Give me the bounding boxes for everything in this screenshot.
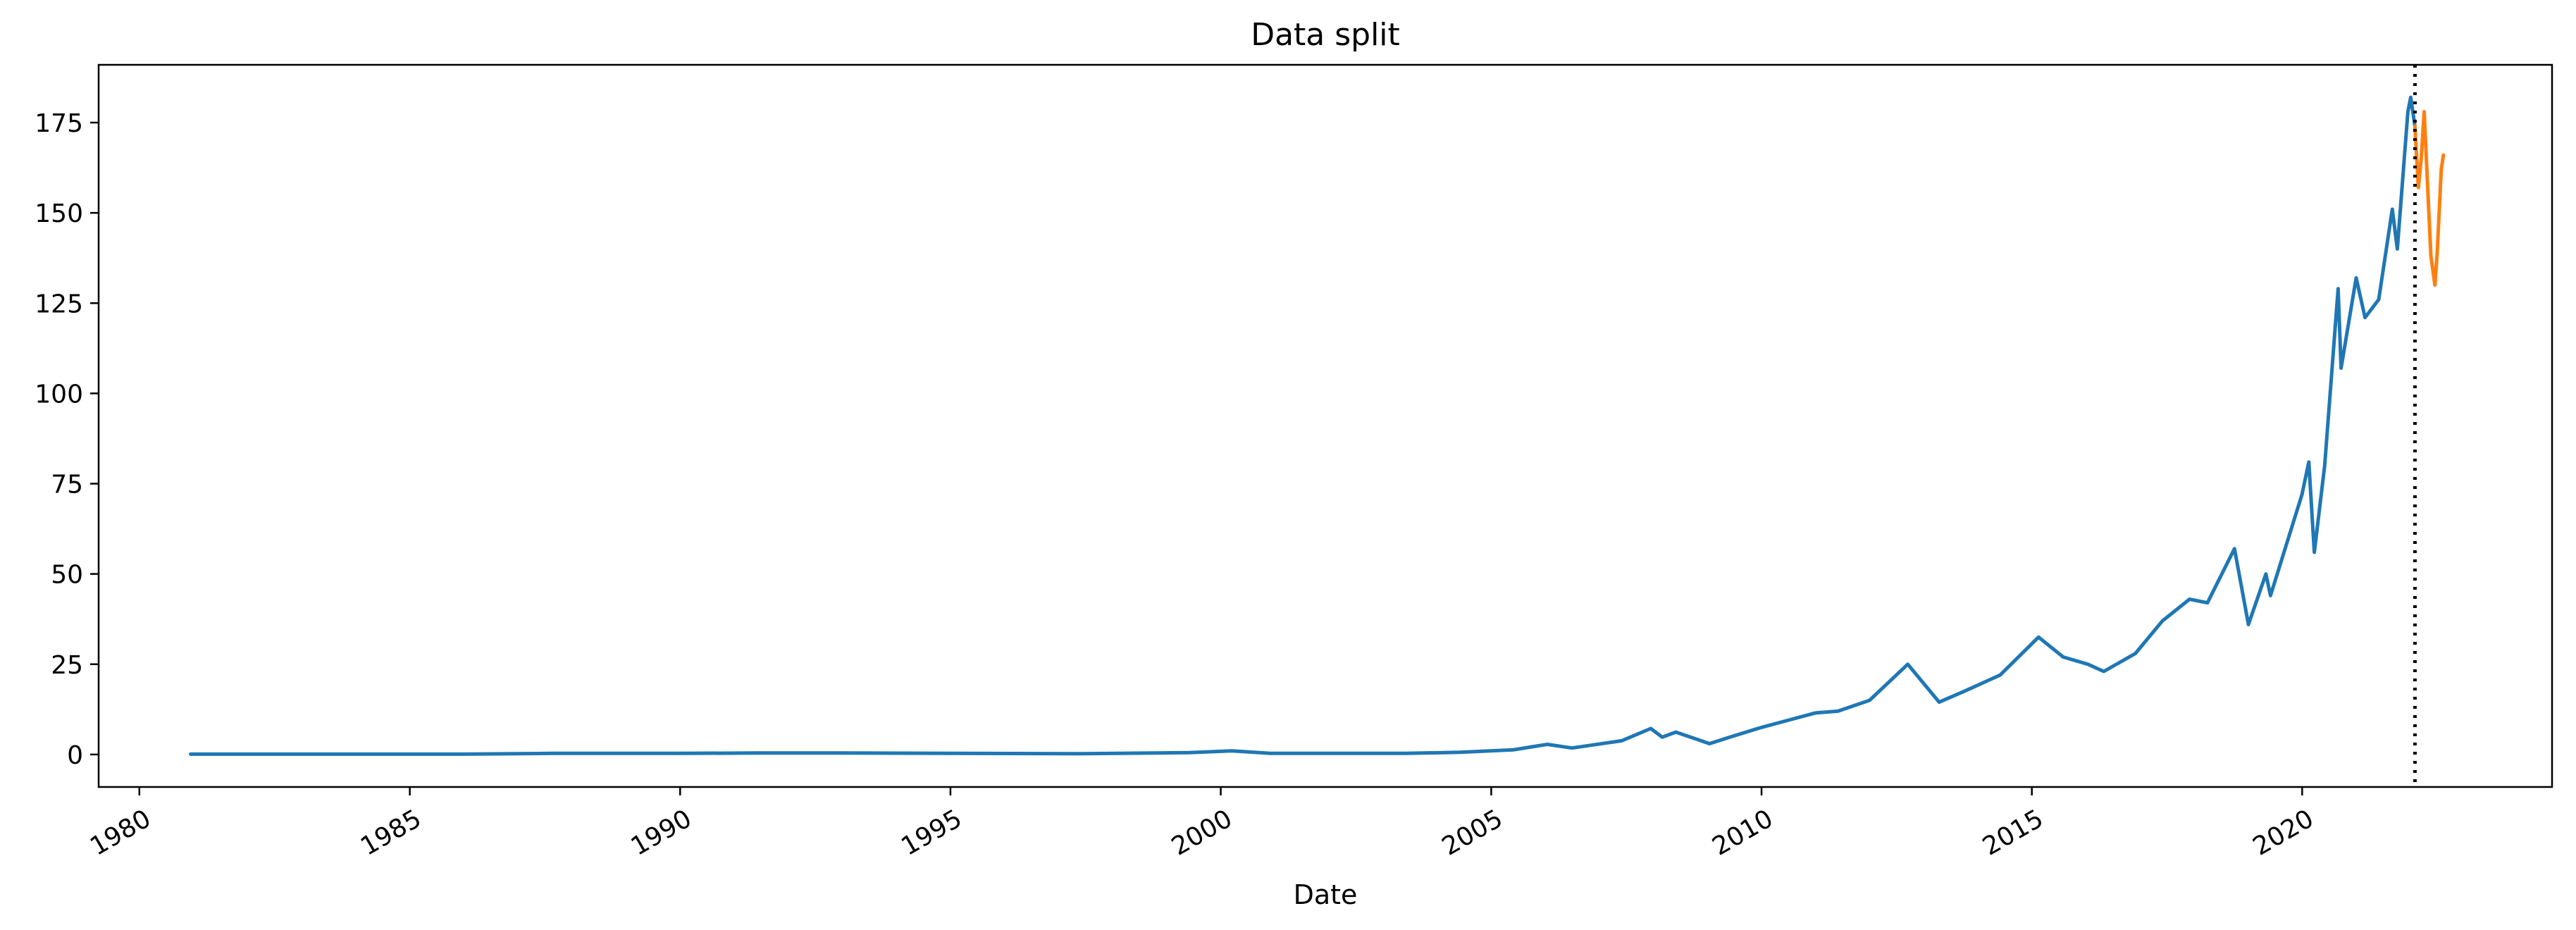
y-tick-label: 150 xyxy=(35,199,83,228)
test-series-line xyxy=(2413,110,2446,287)
axes-frame xyxy=(97,63,2553,788)
chart-title: Data split xyxy=(1251,17,1400,53)
series-layer xyxy=(189,95,2446,756)
y-tick-label: 100 xyxy=(35,380,83,409)
y-tick-label: 175 xyxy=(35,109,83,138)
plot-area xyxy=(97,63,2553,788)
x-axis-label: Date xyxy=(1294,879,1358,910)
y-tick-label: 25 xyxy=(51,651,83,680)
train-series-line xyxy=(189,95,2417,756)
y-axis: 0 25 50 75 100 125 150 175 xyxy=(35,109,99,770)
y-tick-label: 50 xyxy=(51,561,83,590)
y-tick-label: 0 xyxy=(67,741,83,770)
y-tick-label: 75 xyxy=(51,471,83,500)
y-tick-label: 125 xyxy=(35,290,83,318)
